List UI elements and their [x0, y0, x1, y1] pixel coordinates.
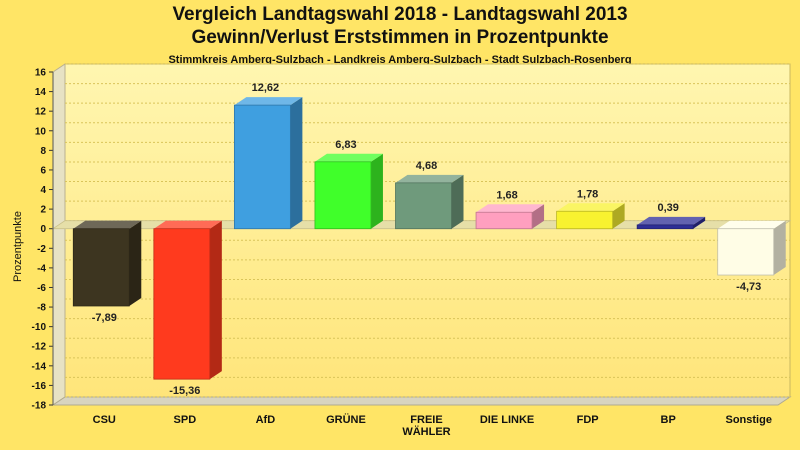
bar-value-label: -15,36 — [169, 385, 200, 397]
bar-side — [290, 97, 303, 229]
bar-front — [72, 228, 130, 307]
bar-front — [556, 210, 614, 230]
x-tick-label: BP — [661, 414, 676, 426]
y-tick-label: -14 — [32, 361, 47, 372]
bar-side — [209, 220, 222, 380]
bar-top — [153, 220, 222, 229]
y-tick-label: 4 — [40, 185, 46, 196]
chart-subtitle: Gewinn/Verlust Erststimmen in Prozentpun… — [191, 27, 609, 48]
y-tick-label: -4 — [37, 263, 46, 274]
y-tick-label: -18 — [32, 401, 47, 412]
y-tick-label: 16 — [35, 68, 47, 79]
bar-value-label: 6,83 — [335, 139, 356, 151]
bar-front — [636, 224, 694, 230]
bar-top — [637, 216, 706, 225]
bar-front — [395, 182, 452, 230]
bar-front — [475, 211, 533, 230]
bar-front — [153, 228, 211, 380]
bar-side — [370, 153, 383, 229]
y-tick-label: -10 — [32, 322, 47, 333]
y-tick-label: 14 — [35, 87, 47, 98]
bar-top — [234, 97, 303, 106]
bar-csu — [72, 220, 142, 307]
bar-die-linke — [475, 204, 545, 230]
bar-value-label: 1,78 — [577, 188, 598, 200]
bar-value-label: -4,73 — [736, 281, 761, 293]
y-tick-label: 12 — [35, 107, 47, 118]
bar-side — [612, 203, 625, 229]
x-tick-label: WÄHLER — [402, 425, 450, 438]
y-tick-label: 2 — [40, 205, 46, 216]
y-tick-label: -6 — [37, 283, 46, 294]
bar-freie-wähler — [395, 174, 464, 230]
bar-bp — [636, 216, 706, 230]
bar-front — [314, 161, 372, 230]
bar-top — [73, 220, 142, 229]
bar-front — [717, 228, 775, 276]
bar-front — [233, 104, 291, 230]
y-tick-label: -8 — [37, 303, 46, 314]
bar-side — [773, 220, 786, 276]
bar-side — [693, 216, 706, 229]
y-tick-label: -2 — [37, 244, 46, 255]
x-tick-label: FDP — [577, 414, 599, 426]
y-axis-label: Prozentpunkte — [12, 211, 24, 282]
bar-side — [129, 220, 142, 306]
bar-value-label: 0,39 — [657, 202, 678, 214]
x-tick-label: GRÜNE — [326, 413, 366, 426]
bar-side — [532, 204, 545, 229]
y-tick-label: -12 — [32, 342, 47, 353]
bar-spd — [153, 220, 222, 380]
bar-side — [451, 174, 464, 229]
bar-grüne — [314, 153, 383, 230]
y-tick-label: 10 — [35, 126, 47, 137]
y-tick-label: 6 — [40, 165, 46, 176]
y-tick-label: 8 — [40, 146, 46, 157]
bar-value-label: 12,62 — [252, 82, 280, 94]
bar-value-label: 1,68 — [496, 189, 517, 201]
plot-left-wall — [52, 63, 66, 406]
x-tick-label: DIE LINKE — [480, 414, 534, 426]
y-tick-label: 0 — [40, 224, 46, 235]
x-tick-label: Sonstige — [725, 414, 771, 426]
x-tick-label: FREIE — [410, 414, 442, 426]
bar-top — [314, 153, 383, 162]
y-tick-label: -16 — [32, 381, 47, 392]
x-tick-label: CSU — [93, 414, 116, 426]
bar-top — [717, 220, 786, 229]
plot-floor — [51, 396, 792, 406]
bar-value-label: -7,89 — [92, 312, 117, 324]
bar-fdp — [556, 203, 625, 230]
bar-sonstige — [717, 220, 786, 276]
bar-top — [476, 204, 545, 213]
bar-value-label: 4,68 — [416, 160, 437, 172]
chart-caption: Stimmkreis Amberg-Sulzbach - Landkreis A… — [168, 54, 632, 66]
bar-afd — [233, 97, 303, 230]
x-tick-label: SPD — [174, 414, 197, 426]
chart-title: Vergleich Landtagswahl 2018 - Landtagswa… — [172, 4, 628, 25]
x-tick-label: AfD — [256, 414, 276, 426]
bar-top — [556, 203, 625, 212]
bar-top — [395, 174, 464, 183]
